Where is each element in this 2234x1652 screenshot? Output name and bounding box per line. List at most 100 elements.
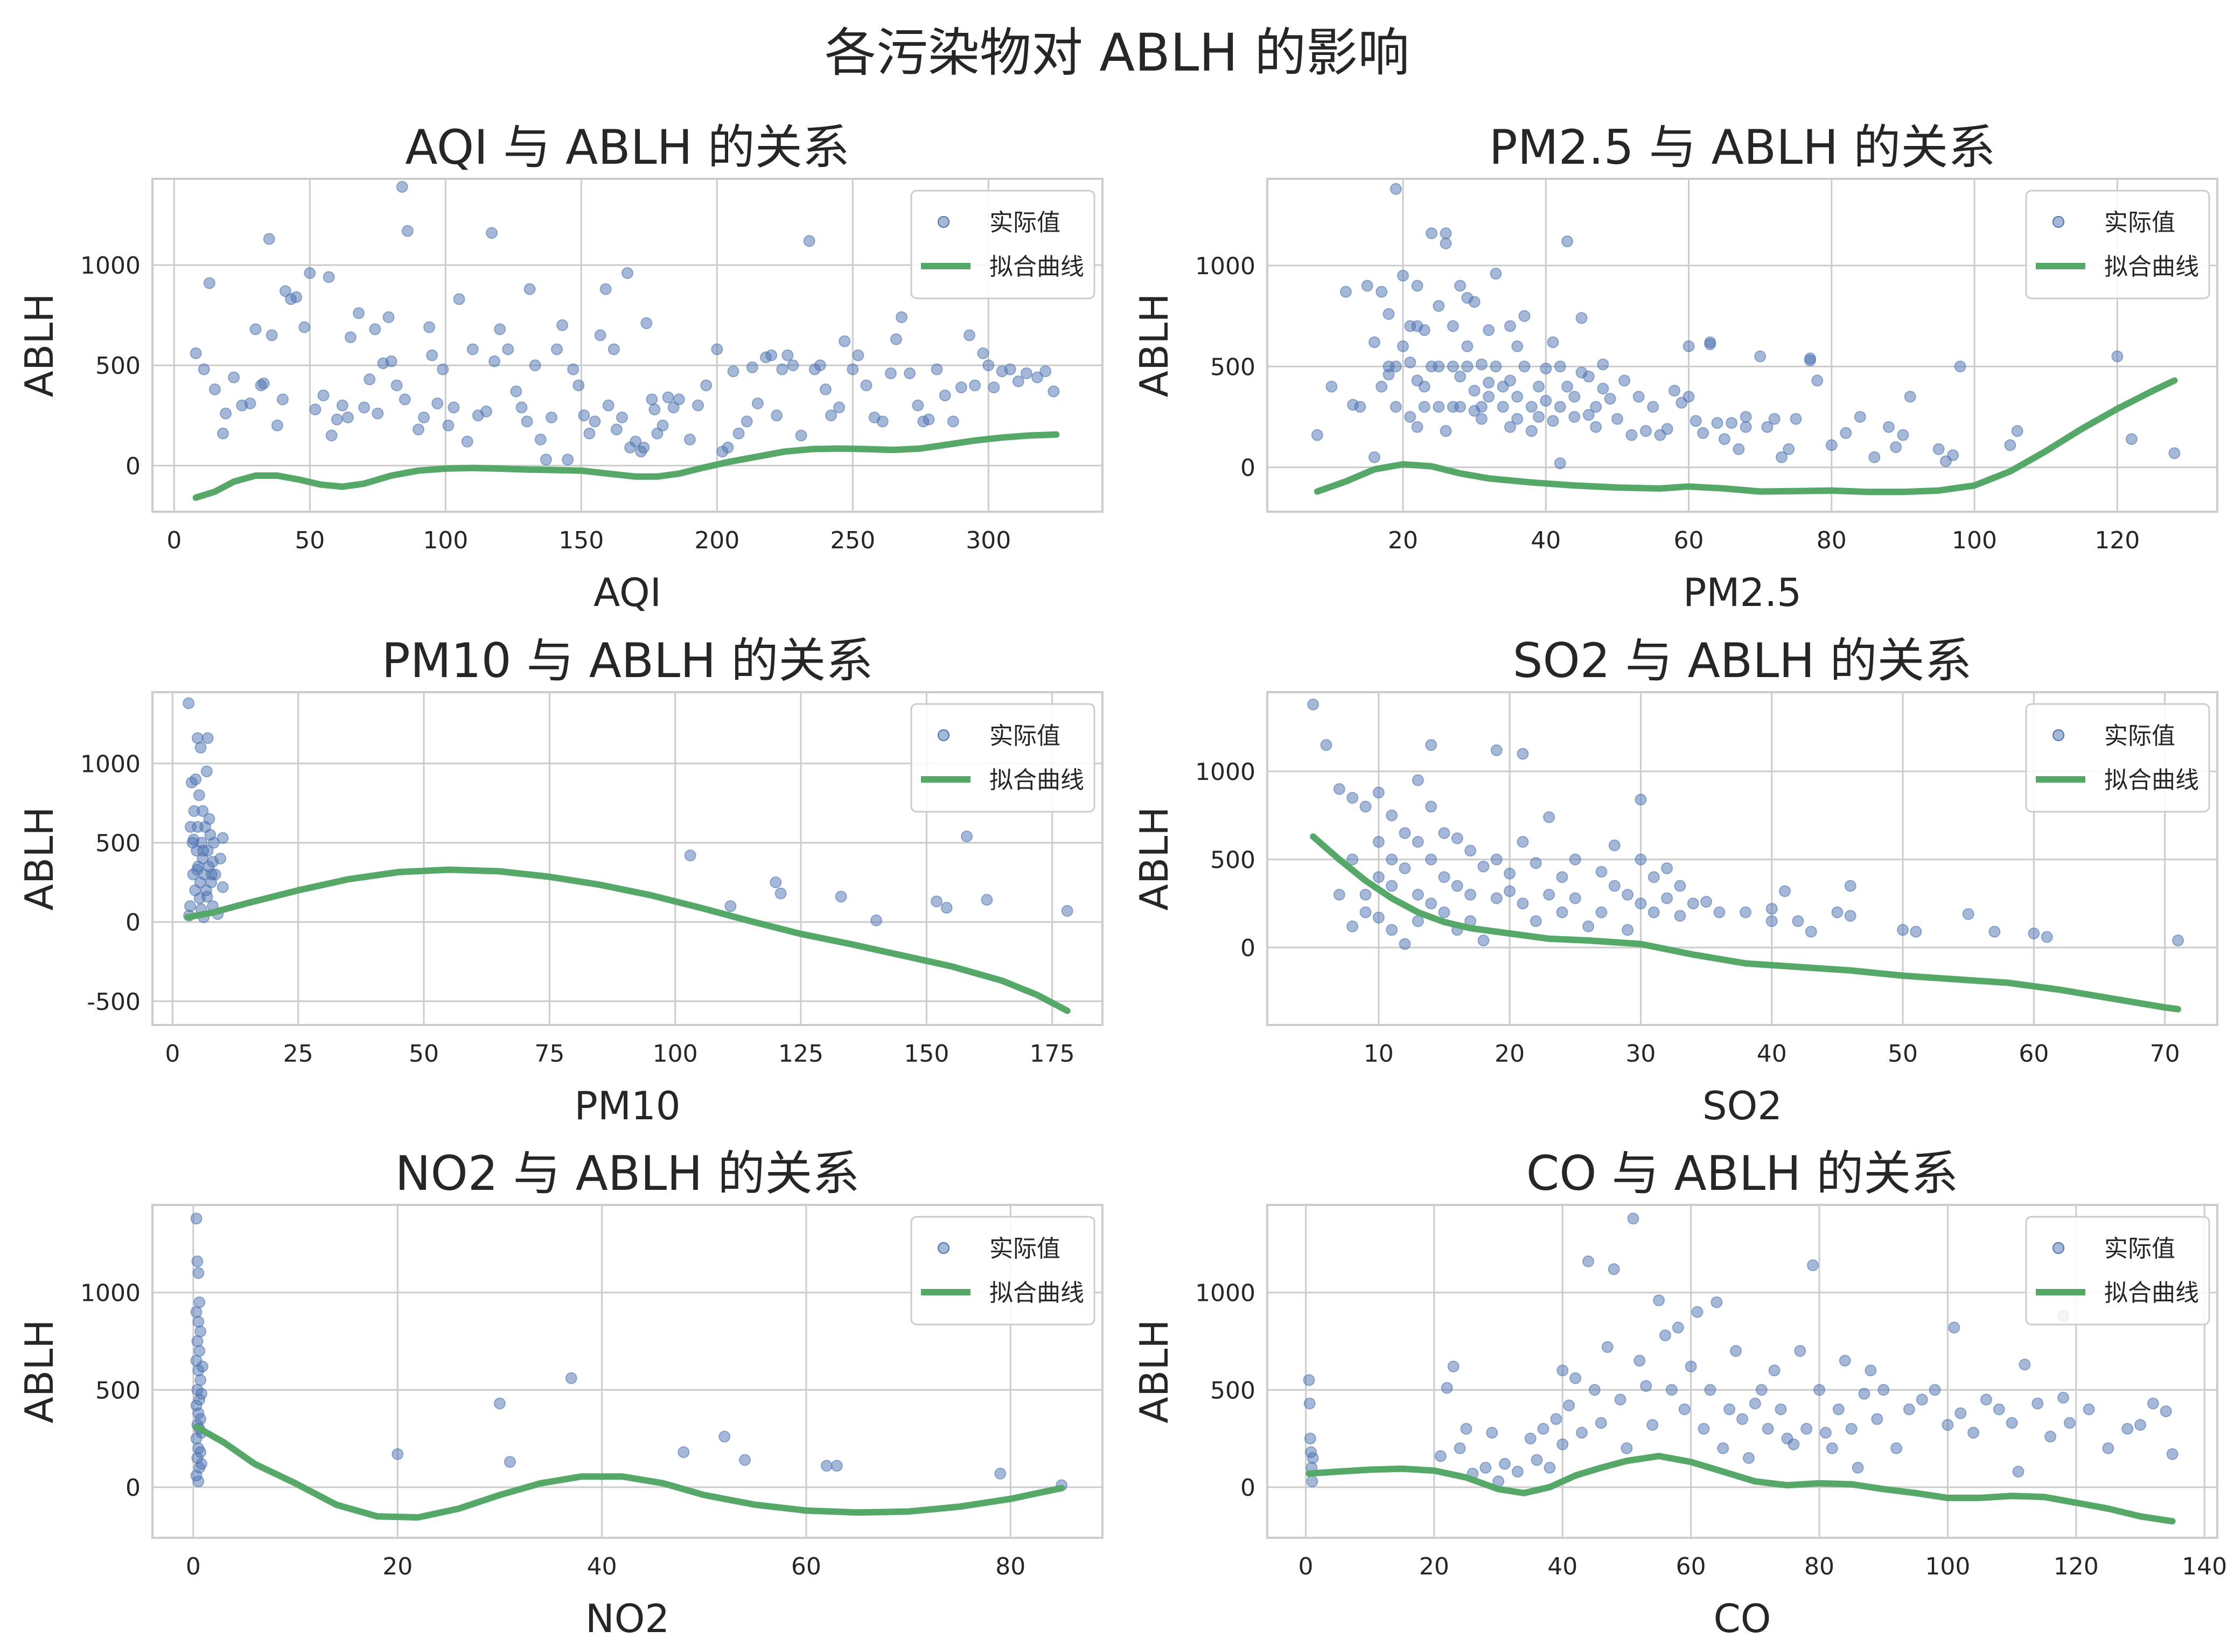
scatter-point (540, 454, 552, 466)
x-tick-label: 140 (2182, 1553, 2227, 1580)
scatter-point (1775, 451, 1788, 463)
scatter-point (648, 403, 661, 416)
scatter-point (1433, 401, 1445, 413)
scatter-point (207, 837, 220, 849)
scatter-point (187, 833, 200, 846)
scatter-point (372, 407, 384, 420)
scatter-point (1383, 368, 1395, 381)
scatter-point (191, 1255, 204, 1267)
scatter-point (776, 363, 788, 375)
scatter-point (1790, 413, 1802, 425)
scatter-point (203, 813, 215, 825)
scatter-point (1412, 915, 1424, 928)
scatter-point (727, 365, 739, 378)
scatter-point (1399, 938, 1411, 950)
y-tick-label: 0 (125, 909, 141, 937)
scatter-point (1412, 774, 1424, 786)
scatter-point (399, 393, 411, 406)
scatter-point (1633, 1355, 1646, 1367)
scatter-point (1454, 401, 1467, 413)
scatter-point (2041, 931, 2053, 943)
scatter-point (1544, 1461, 1556, 1474)
scatter-point (480, 405, 492, 417)
scatter-point (266, 329, 278, 341)
scatter-point (1404, 410, 1416, 423)
scatter-point (683, 433, 696, 445)
scatter-point (1831, 906, 1844, 918)
scatter-point (1805, 925, 1817, 938)
scatter-point (1765, 903, 1778, 915)
y-tick-label: 0 (1240, 455, 1255, 482)
scatter-point (1844, 880, 1856, 892)
scatter-point (1639, 425, 1652, 437)
scatter-point (2012, 1466, 2024, 1478)
scatter-point (1433, 299, 1445, 312)
scatter-point (1504, 867, 1516, 880)
scatter-point (1325, 380, 1338, 393)
scatter-point (1646, 1419, 1659, 1431)
scatter-point (1511, 391, 1524, 403)
scatter-point (2172, 935, 2184, 947)
scatter-point (1020, 367, 1032, 380)
scatter-point (994, 1467, 1007, 1480)
scatter-point (392, 1448, 404, 1460)
scatter-point (1361, 280, 1373, 292)
scatter-point (803, 235, 815, 247)
scatter-point (1004, 363, 1016, 375)
scatter-point (1411, 421, 1423, 433)
subplot-title: NO2 与 ABLH 的关系 (395, 1146, 860, 1201)
scatter-point (1333, 783, 1345, 795)
y-tick-label: 500 (95, 352, 141, 380)
scatter-point (1438, 906, 1450, 918)
scatter-point (1597, 382, 1609, 395)
scatter-point (1561, 235, 1574, 248)
legend-scatter-label: 实际值 (2104, 722, 2175, 750)
x-tick-label: 30 (1625, 1040, 1656, 1068)
scatter-point (1346, 853, 1359, 866)
scatter-point (1647, 906, 1660, 918)
scatter-point (1595, 906, 1608, 918)
scatter-point (1461, 340, 1474, 352)
scatter-point (739, 1454, 751, 1466)
scatter-point (1779, 885, 1791, 897)
legend-fit-label: 拟合曲线 (2104, 253, 2199, 281)
x-tick-label: 80 (1817, 527, 1847, 554)
scatter-point (2121, 1423, 2134, 1435)
scatter-point (1517, 897, 1529, 910)
scatter-point (1625, 429, 1638, 441)
subplot-title: PM2.5 与 ABLH 的关系 (1489, 120, 1996, 175)
scatter-point (657, 419, 669, 431)
scatter-point (1568, 391, 1581, 403)
scatter-point (1868, 451, 1881, 463)
scatter-point (556, 319, 569, 331)
scatter-point (1451, 832, 1463, 845)
scatter-point (2166, 1448, 2179, 1460)
scatter-point (746, 361, 758, 373)
scatter-point (847, 363, 859, 375)
x-tick-label: 100 (1925, 1553, 1970, 1580)
scatter-point (1713, 906, 1726, 918)
scatter-point (1399, 862, 1411, 874)
scatter-point (1608, 1263, 1620, 1275)
scatter-point (940, 902, 953, 914)
scatter-point (1359, 800, 1372, 813)
scatter-point (1372, 786, 1385, 799)
scatter-point (1754, 350, 1767, 363)
scatter-point (220, 407, 232, 420)
scatter-point (964, 329, 976, 341)
scatter-point (1447, 360, 1459, 373)
scatter-point (1346, 920, 1359, 932)
scatter-point (1339, 285, 1352, 298)
scatter-point (488, 355, 501, 367)
scatter-point (1647, 401, 1659, 413)
y-axis-label: ABLH (17, 294, 62, 398)
scatter-point (453, 293, 465, 305)
scatter-point (1730, 1345, 1742, 1357)
scatter-point (1372, 835, 1385, 848)
scatter-point (1980, 1393, 1992, 1406)
scatter-point (630, 435, 642, 448)
scatter-point (1383, 308, 1395, 320)
scatter-point (208, 383, 221, 395)
x-axis-label: PM2.5 (1683, 570, 1802, 615)
